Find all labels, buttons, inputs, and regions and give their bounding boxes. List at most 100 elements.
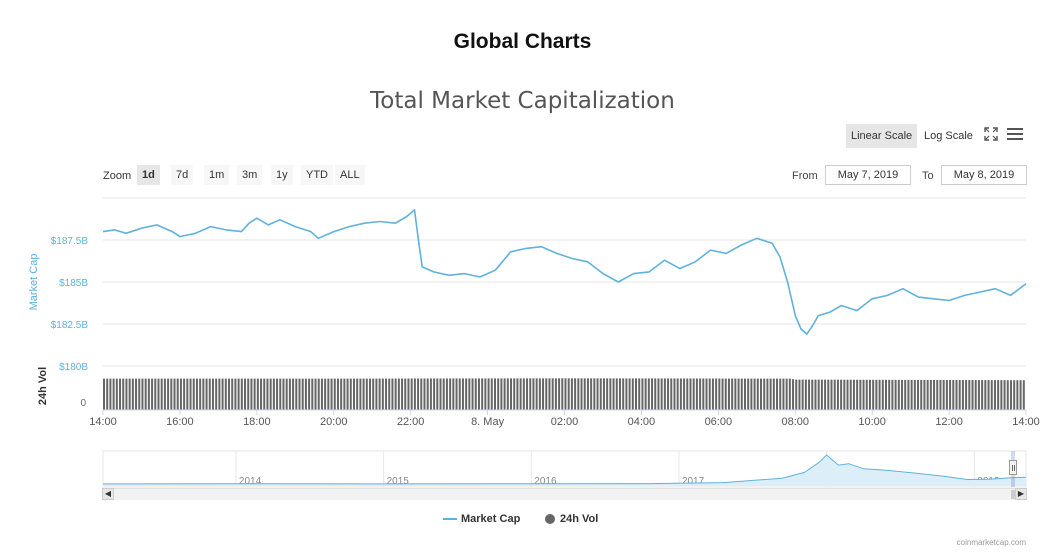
scrollbar-thumb[interactable] — [1011, 490, 1015, 499]
volume-bar — [606, 378, 609, 410]
scroll-right-button[interactable]: ▶ — [1015, 488, 1027, 500]
zoom-1y-button[interactable]: 1y — [271, 165, 293, 185]
volume-bar — [718, 378, 721, 410]
volume-bar — [756, 378, 759, 410]
credits[interactable]: coinmarketcap.com — [956, 538, 1026, 547]
volume-bar — [596, 378, 599, 410]
volume-bar — [926, 379, 929, 410]
linear-scale-button[interactable]: Linear Scale — [846, 124, 918, 148]
volume-bar — [577, 378, 580, 410]
volume-bar — [122, 378, 125, 410]
x-tick-label: 22:00 — [397, 416, 425, 428]
volume-bar — [103, 378, 106, 410]
volume-bar — [727, 378, 730, 410]
volume-bar — [417, 378, 420, 410]
scrollbar-track[interactable] — [102, 488, 1027, 500]
zoom-7d-button[interactable]: 7d — [171, 165, 194, 185]
volume-bar — [144, 378, 147, 410]
navigator-year-label: 2017 — [682, 476, 705, 487]
volume-bar — [833, 379, 836, 410]
volume-bar — [452, 378, 455, 410]
volume-bar — [689, 378, 692, 410]
x-tick-label: 8. May — [471, 416, 505, 428]
volume-bar — [872, 379, 875, 410]
legend-volume-label: 24h Vol — [560, 513, 599, 525]
fullscreen-icon[interactable] — [983, 126, 999, 142]
volume-bar — [263, 378, 266, 410]
volume-bar — [221, 378, 224, 410]
volume-bar — [183, 378, 186, 410]
zoom-3m-button[interactable]: 3m — [237, 165, 263, 185]
volume-bar — [981, 380, 984, 410]
volume-bar — [179, 378, 182, 410]
volume-bar — [119, 378, 122, 410]
volume-bar — [667, 378, 670, 410]
volume-bar — [413, 378, 416, 410]
volume-bar — [631, 378, 634, 410]
volume-bar — [301, 378, 304, 410]
zoom-1d-button[interactable]: 1d — [137, 165, 160, 185]
volume-bar — [920, 379, 923, 410]
volume-bar — [945, 379, 948, 410]
volume-axis-label: 24h Vol — [37, 367, 49, 405]
volume-bar — [112, 378, 115, 410]
volume-bar — [474, 378, 477, 410]
volume-bar — [715, 378, 718, 410]
navigator-area — [103, 455, 1026, 486]
legend-volume[interactable]: 24h Vol — [545, 513, 598, 525]
log-scale-button[interactable]: Log Scale — [924, 130, 973, 142]
volume-zero-tick: 0 — [80, 398, 86, 409]
volume-bar — [904, 379, 907, 410]
volume-bar — [583, 378, 586, 410]
menu-icon[interactable] — [1007, 127, 1023, 141]
volume-bar — [314, 378, 317, 410]
volume-bar — [939, 379, 942, 410]
from-date-input[interactable] — [825, 165, 911, 185]
volume-bar — [884, 379, 887, 410]
volume-bar — [570, 378, 573, 410]
volume-bar — [814, 379, 817, 410]
arrow-left-icon: ◀ — [104, 489, 112, 498]
volume-bar — [599, 378, 602, 410]
volume-bar — [500, 378, 503, 410]
volume-bar — [420, 378, 423, 410]
volume-bar — [955, 380, 958, 410]
zoom-1m-button[interactable]: 1m — [204, 165, 230, 185]
volume-bar — [336, 378, 339, 410]
navigator-year-label: 2014 — [239, 476, 262, 487]
scroll-left-button[interactable]: ◀ — [102, 488, 114, 500]
volume-bar — [846, 379, 849, 410]
line-swatch-icon — [443, 518, 457, 521]
volume-bar — [481, 378, 484, 410]
volume-bar — [952, 380, 955, 410]
volume-bar — [542, 378, 545, 410]
volume-bar — [641, 378, 644, 410]
volume-bar — [493, 378, 496, 410]
x-tick-label: 16:00 — [166, 416, 194, 428]
volume-bar — [779, 378, 782, 410]
volume-bar — [769, 378, 772, 410]
zoom-all-button[interactable]: ALL — [335, 165, 365, 185]
volume-bar — [824, 379, 827, 410]
volume-bar — [192, 378, 195, 410]
volume-bar — [526, 378, 529, 410]
zoom-ytd-button[interactable]: YTD — [301, 165, 333, 185]
volume-bar — [138, 378, 141, 410]
chart-title: Total Market Capitalization — [370, 88, 675, 114]
volume-bar — [936, 379, 939, 410]
volume-bar — [759, 378, 763, 410]
to-date-input[interactable] — [941, 165, 1027, 185]
volume-bar — [269, 378, 272, 410]
volume-bar — [519, 378, 522, 410]
volume-bar — [151, 378, 154, 410]
volume-bar — [356, 378, 359, 410]
y-tick-label: $187.5B — [51, 236, 89, 247]
volume-bar — [343, 378, 346, 410]
legend-market-cap[interactable]: Market Cap — [443, 513, 520, 525]
volume-bar — [740, 378, 743, 410]
volume-bar — [801, 379, 804, 410]
volume-bar — [535, 378, 538, 410]
volume-bar — [330, 378, 333, 410]
navigator-handle[interactable] — [1009, 460, 1017, 475]
y-tick-label: $180B — [59, 362, 88, 373]
